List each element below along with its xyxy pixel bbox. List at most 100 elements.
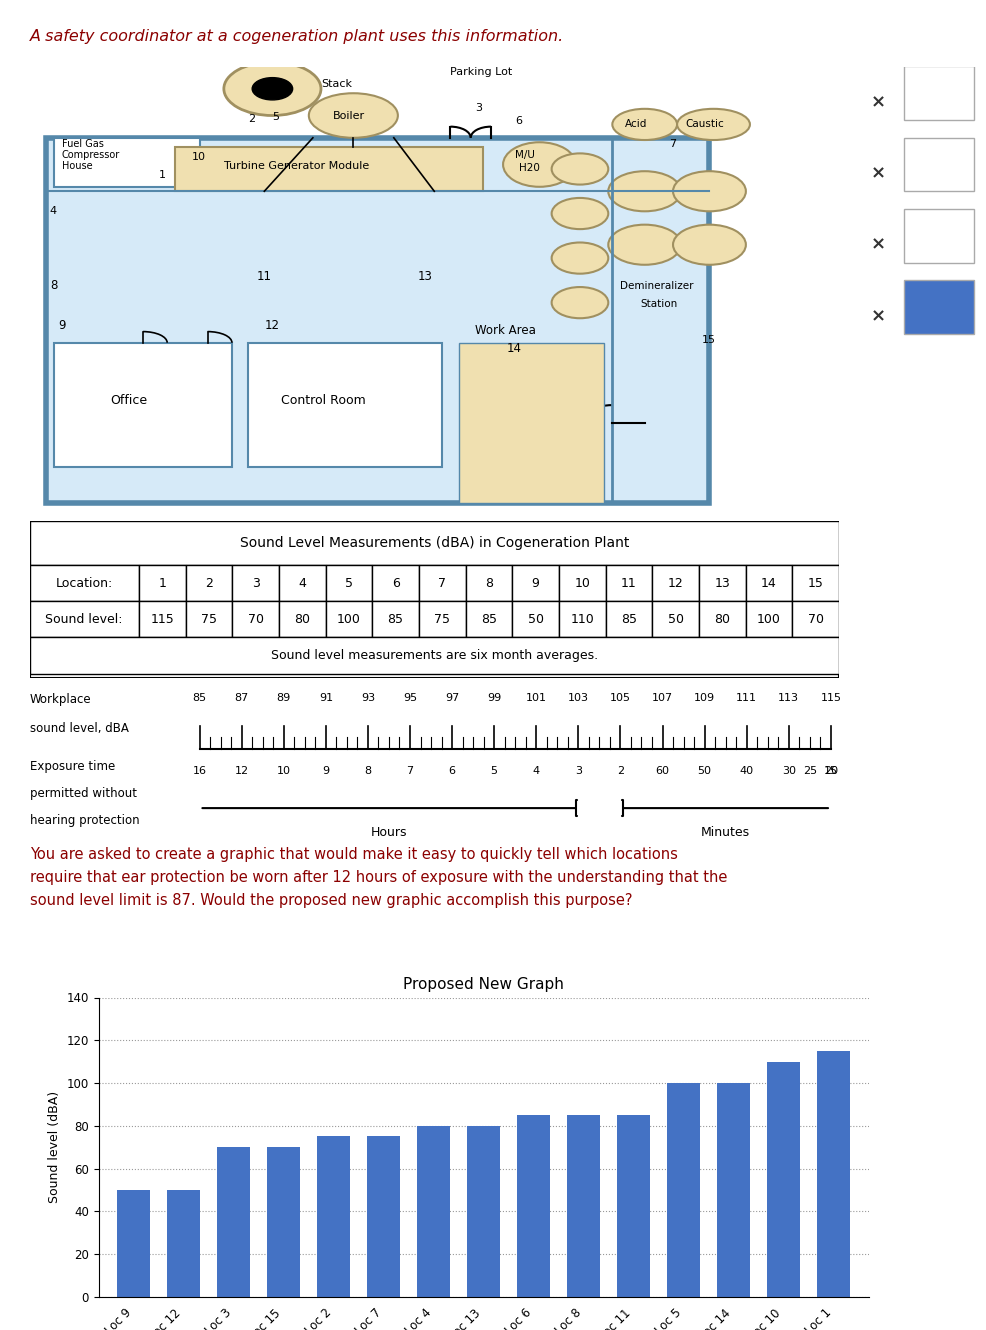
Circle shape <box>672 172 745 211</box>
Text: 30: 30 <box>781 766 795 777</box>
Text: 12: 12 <box>235 766 248 777</box>
Text: 85: 85 <box>620 613 636 626</box>
Bar <box>185 601 232 637</box>
Text: 5: 5 <box>344 577 353 589</box>
Bar <box>903 281 973 334</box>
Bar <box>558 565 605 601</box>
Text: 75: 75 <box>201 613 217 626</box>
Text: sound level, dBA: sound level, dBA <box>30 722 128 734</box>
Bar <box>372 601 418 637</box>
Bar <box>903 209 973 262</box>
Text: 100: 100 <box>336 613 361 626</box>
Bar <box>367 1136 399 1297</box>
Ellipse shape <box>611 109 676 140</box>
Circle shape <box>252 77 292 100</box>
Text: 10: 10 <box>191 152 205 162</box>
Text: 15: 15 <box>807 577 822 589</box>
Text: Workplace: Workplace <box>30 693 91 706</box>
Text: You are asked to create a graphic that would make it easy to quickly tell which : You are asked to create a graphic that w… <box>30 847 727 908</box>
Bar <box>30 601 139 637</box>
Text: M/U: M/U <box>515 150 534 160</box>
Text: 85: 85 <box>192 693 206 704</box>
Text: 15: 15 <box>823 766 837 777</box>
Text: 3: 3 <box>574 766 582 777</box>
Ellipse shape <box>676 109 749 140</box>
Bar <box>232 565 279 601</box>
Bar <box>417 1125 450 1297</box>
Text: 16: 16 <box>192 766 206 777</box>
Bar <box>139 601 185 637</box>
Text: ×: × <box>870 165 884 182</box>
FancyBboxPatch shape <box>54 138 199 186</box>
Bar <box>766 1061 799 1297</box>
Text: 99: 99 <box>486 693 501 704</box>
Text: Office: Office <box>110 394 148 407</box>
Text: 13: 13 <box>418 270 433 283</box>
Text: Caustic: Caustic <box>684 120 723 129</box>
Text: 8: 8 <box>364 766 371 777</box>
Text: 6: 6 <box>391 577 399 589</box>
Text: 60: 60 <box>655 766 669 777</box>
Text: H20: H20 <box>519 164 539 173</box>
Text: 115: 115 <box>150 613 174 626</box>
Text: 113: 113 <box>778 693 799 704</box>
Text: 15: 15 <box>701 335 715 344</box>
Text: 93: 93 <box>361 693 375 704</box>
Circle shape <box>551 287 607 318</box>
Text: 20: 20 <box>823 766 837 777</box>
Text: 95: 95 <box>402 693 417 704</box>
Bar <box>816 1051 849 1297</box>
Text: 111: 111 <box>736 693 756 704</box>
Text: 14: 14 <box>507 342 522 355</box>
Text: 50: 50 <box>667 613 683 626</box>
Bar <box>30 565 139 601</box>
Text: 87: 87 <box>235 693 248 704</box>
Text: 11: 11 <box>620 577 636 589</box>
Bar <box>667 1083 699 1297</box>
Text: Demineralizer: Demineralizer <box>620 281 693 291</box>
Text: 7: 7 <box>406 766 413 777</box>
Text: 80: 80 <box>714 613 730 626</box>
Text: 7: 7 <box>669 138 675 149</box>
Ellipse shape <box>503 142 576 186</box>
Bar <box>168 1190 200 1297</box>
Text: 9: 9 <box>531 577 539 589</box>
Bar <box>512 601 558 637</box>
Text: Location:: Location: <box>55 577 112 589</box>
Text: 85: 85 <box>480 613 496 626</box>
Text: 109: 109 <box>693 693 715 704</box>
Circle shape <box>672 225 745 265</box>
Text: 2: 2 <box>205 577 213 589</box>
Circle shape <box>607 172 680 211</box>
FancyBboxPatch shape <box>54 343 232 468</box>
Bar <box>465 565 512 601</box>
Text: Compressor: Compressor <box>62 150 120 160</box>
Text: A safety coordinator at a cogeneration plant uses this information.: A safety coordinator at a cogeneration p… <box>30 29 563 44</box>
Bar <box>418 565 465 601</box>
Text: Sound Level Measurements (dBA) in Cogeneration Plant: Sound Level Measurements (dBA) in Cogene… <box>240 536 628 551</box>
Text: House: House <box>62 161 93 172</box>
Text: 3: 3 <box>474 102 481 113</box>
Text: 91: 91 <box>318 693 332 704</box>
Text: 103: 103 <box>567 693 589 704</box>
Text: 13: 13 <box>714 577 730 589</box>
Text: Turbine Generator Module: Turbine Generator Module <box>224 161 369 172</box>
FancyBboxPatch shape <box>458 343 603 503</box>
Bar <box>317 1136 350 1297</box>
Title: Proposed New Graph: Proposed New Graph <box>403 978 563 992</box>
Bar <box>232 601 279 637</box>
Bar <box>652 565 698 601</box>
Text: 25: 25 <box>802 766 816 777</box>
Text: 14: 14 <box>760 577 776 589</box>
Bar <box>512 565 558 601</box>
Text: 40: 40 <box>739 766 753 777</box>
Text: 115: 115 <box>819 693 840 704</box>
Bar <box>267 1146 300 1297</box>
Text: 50: 50 <box>697 766 711 777</box>
Text: 1: 1 <box>159 170 166 180</box>
Bar <box>517 1115 549 1297</box>
Text: 2: 2 <box>616 766 623 777</box>
Circle shape <box>607 225 680 265</box>
Bar <box>616 1115 649 1297</box>
Circle shape <box>551 153 607 185</box>
